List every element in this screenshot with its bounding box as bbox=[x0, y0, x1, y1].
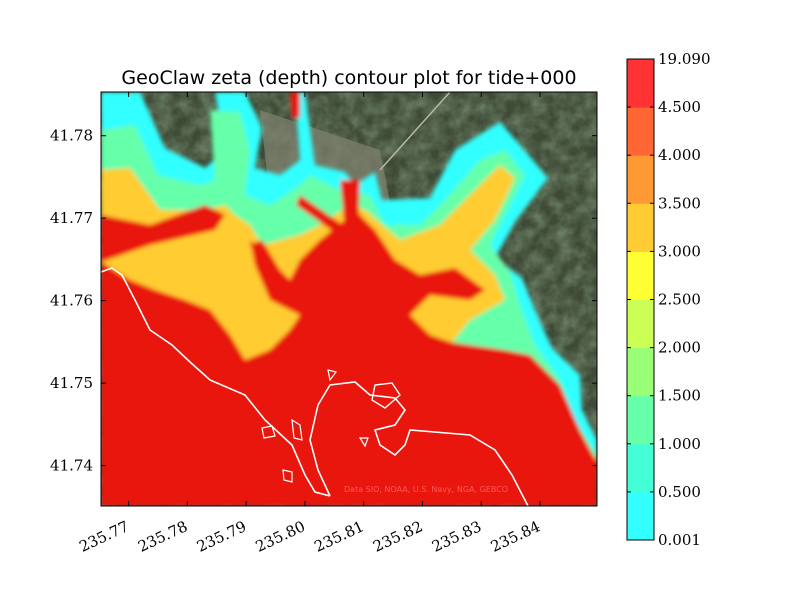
x-tick-label: 235.81 bbox=[312, 517, 367, 556]
y-tick-label: 41.76 bbox=[50, 292, 93, 310]
colorbar-label: 1.000 bbox=[658, 435, 701, 453]
colorbar-label: 2.000 bbox=[658, 339, 701, 357]
y-tick-label: 41.74 bbox=[50, 457, 93, 475]
colorbar-label: 0.500 bbox=[658, 483, 701, 501]
coastline bbox=[101, 267, 331, 497]
colorbar-segment bbox=[627, 395, 654, 445]
coastline bbox=[327, 369, 338, 382]
y-tick-label: 41.77 bbox=[50, 209, 93, 227]
coastline bbox=[261, 425, 276, 439]
colorbar-label: 4.500 bbox=[658, 98, 701, 116]
coastline bbox=[309, 381, 529, 506]
colorbar-label: 19.090 bbox=[658, 50, 711, 68]
inlet-deep bbox=[290, 92, 300, 118]
y-tick-label: 41.78 bbox=[50, 127, 93, 145]
coastline bbox=[358, 437, 369, 448]
inlet-deep bbox=[250, 240, 292, 296]
plot-frame bbox=[100, 91, 598, 507]
colorbar-segment bbox=[627, 203, 654, 252]
colorbar-label: 1.500 bbox=[658, 387, 701, 405]
x-tick-label: 235.82 bbox=[370, 517, 425, 556]
colorbar-label: 0.001 bbox=[658, 531, 701, 549]
colorbar-segment bbox=[627, 59, 654, 108]
y-tick-label: 41.75 bbox=[50, 374, 93, 392]
attribution-text: Data SIO, NOAA, U.S. Navy, NGA, GEBCO bbox=[344, 485, 508, 494]
x-tick-label: 235.77 bbox=[76, 517, 131, 556]
colorbar-segment bbox=[627, 251, 654, 300]
coastline bbox=[282, 469, 293, 483]
road bbox=[379, 92, 451, 171]
coastline bbox=[291, 418, 303, 441]
colorbar-label: 3.000 bbox=[658, 242, 701, 260]
colorbar-label: 3.500 bbox=[658, 194, 701, 212]
colorbar-segment bbox=[627, 443, 654, 493]
colorbar-segment bbox=[627, 491, 654, 541]
colorbar-segment bbox=[627, 347, 654, 397]
colorbar-label: 4.000 bbox=[658, 146, 701, 164]
colorbar-segment bbox=[627, 155, 654, 204]
x-tick-label: 235.83 bbox=[429, 517, 484, 556]
inlet-deep bbox=[296, 195, 350, 240]
x-tick-label: 235.80 bbox=[253, 517, 308, 556]
colorbar-segment bbox=[627, 107, 654, 156]
coastline bbox=[371, 382, 401, 409]
chart-title: GeoClaw zeta (depth) contour plot for ti… bbox=[121, 67, 576, 89]
depth-band-deep bbox=[101, 205, 597, 506]
colorbar-segment bbox=[627, 299, 654, 349]
plot-area: Data SIO, NOAA, U.S. Navy, NGA, GEBCO bbox=[101, 92, 597, 506]
x-tick-label: 235.78 bbox=[135, 517, 190, 556]
x-tick-label: 235.84 bbox=[488, 517, 543, 556]
x-tick-label: 235.79 bbox=[194, 517, 249, 556]
colorbar-label: 2.500 bbox=[658, 291, 701, 309]
inlet-deep bbox=[340, 180, 360, 230]
colorbar: 0.001 0.500 1.000 1.500 2.000 2.500 3.000 3.500… bbox=[626, 50, 711, 549]
